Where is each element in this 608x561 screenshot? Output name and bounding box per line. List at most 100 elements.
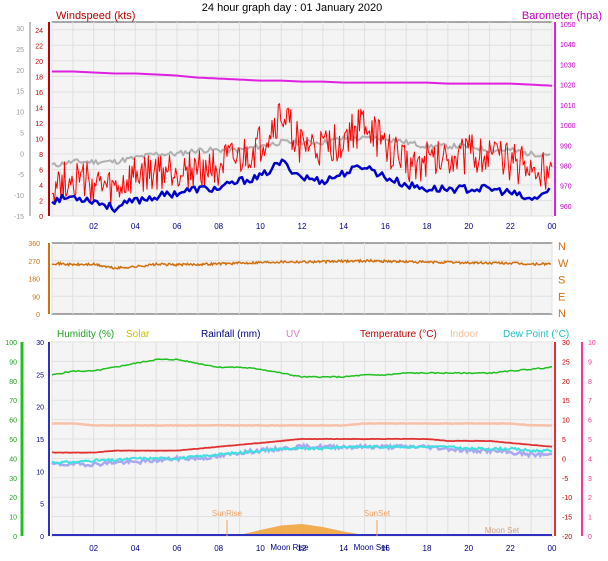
x-tick-label: 06 <box>173 222 182 231</box>
x-tick-label: 16 <box>381 544 390 553</box>
x-tick-label: 20 <box>464 222 473 231</box>
outer-tick-label: -15 <box>14 214 24 221</box>
compass-label: N <box>558 241 566 253</box>
panel-wind-ticks: 242220181614121086420302520151050-5-10-1… <box>14 22 576 221</box>
uv-tick-label: 7 <box>588 398 592 405</box>
uv-tick-label: 5 <box>588 437 592 444</box>
x-tick-label: 16 <box>381 222 390 231</box>
windspeed-tick-label: 22 <box>35 43 43 50</box>
annotation-label: Moon Set <box>485 526 520 535</box>
barometer-tick-label: 1010 <box>560 103 576 110</box>
outer-tick-label: 10 <box>16 110 24 117</box>
barometer-tick-label: 1030 <box>560 62 576 69</box>
x-tick-label: 04 <box>131 544 140 553</box>
x-tick-label: 12 <box>298 222 307 231</box>
windspeed-tick-label: 24 <box>35 28 43 35</box>
temperature-tick-label: -20 <box>562 534 572 541</box>
legend-label: UV <box>286 329 300 340</box>
barometer-tick-label: 1040 <box>560 42 576 49</box>
x-tick-label: 04 <box>131 222 140 231</box>
x-tick-label: 18 <box>423 544 432 553</box>
panel-weather-series <box>51 358 553 536</box>
temperature-tick-label: 30 <box>562 340 570 347</box>
outer-tick-label: -10 <box>14 193 24 200</box>
temperature-tick-label: 0 <box>562 456 566 463</box>
x-tick-label: 02 <box>89 222 98 231</box>
humidity-tick-label: 10 <box>9 515 17 522</box>
windspeed-tick-label: 12 <box>35 121 43 128</box>
outer-tick-label: 30 <box>16 26 24 33</box>
legend-label: Indoor <box>450 329 479 340</box>
uv-tick-label: 4 <box>588 456 592 463</box>
x-tick-label: 00 <box>548 222 557 231</box>
humidity-tick-label: 30 <box>9 476 17 483</box>
windspeed-tick-label: 4 <box>39 183 43 190</box>
uv-tick-label: 1 <box>588 515 592 522</box>
windspeed-tick-label: 18 <box>35 74 43 81</box>
panel-wind-barometer: Windspeed (kts) Barometer (hpa) 24222018… <box>14 10 602 231</box>
series-line-wind_max <box>51 135 551 168</box>
x-tick-label: 06 <box>173 544 182 553</box>
legend-label: Rainfall (mm) <box>201 329 260 340</box>
outer-tick-label: 25 <box>16 47 24 54</box>
panel-wind-grid <box>51 22 553 217</box>
humidity-tick-label: 20 <box>9 495 17 502</box>
panel-wind-series <box>51 70 553 213</box>
barometer-tick-label: 1050 <box>560 22 576 29</box>
series-area-solar <box>52 524 552 536</box>
direction-tick-label: 90 <box>32 294 40 301</box>
series-line-wind_gust <box>51 103 553 207</box>
uv-tick-label: 3 <box>588 476 592 483</box>
temperature-tick-label: 20 <box>562 379 570 386</box>
rain-tick-label: 5 <box>40 502 44 509</box>
panel-weather-ticks: 1009080706050403020100302520151050302520… <box>5 340 596 541</box>
x-tick-label: 20 <box>464 544 473 553</box>
x-tick-label: 08 <box>214 222 223 231</box>
uv-tick-label: 8 <box>588 379 592 386</box>
uv-tick-label: 10 <box>588 340 596 347</box>
annotation-label: SunSet <box>364 509 391 518</box>
legend-label: Temperature (°C) <box>360 329 437 340</box>
barometer-axis-label: Barometer (hpa) <box>522 10 602 22</box>
panel-wind-x-ticks: 02 04 06 08 10 12 14 16 18 20 22 00 <box>89 222 557 231</box>
compass-label: E <box>558 291 565 303</box>
direction-tick-label: 180 <box>28 277 40 284</box>
legend-label: Solar <box>126 329 150 340</box>
series-line-indoor <box>51 422 553 427</box>
annotation-label: SunRise <box>212 509 243 518</box>
x-tick-label: 12 <box>298 544 307 553</box>
x-tick-label: 08 <box>214 544 223 553</box>
compass-label: S <box>558 275 565 287</box>
outer-tick-label: 0 <box>20 151 24 158</box>
windspeed-tick-label: 10 <box>35 136 43 143</box>
windspeed-tick-label: 14 <box>35 105 43 112</box>
temperature-tick-label: 25 <box>562 359 570 366</box>
panel-weather: Humidity (%) Solar Rainfall (mm) UV Temperat… <box>5 329 596 553</box>
humidity-tick-label: 0 <box>13 534 17 541</box>
temperature-tick-label: -15 <box>562 515 572 522</box>
rain-tick-label: 20 <box>36 405 44 412</box>
uv-tick-label: 6 <box>588 418 592 425</box>
direction-tick-label: 270 <box>28 259 40 266</box>
humidity-tick-label: 50 <box>9 437 17 444</box>
panel-direction-series <box>52 258 552 270</box>
humidity-tick-label: 40 <box>9 456 17 463</box>
x-tick-label: 22 <box>506 222 515 231</box>
barometer-tick-label: 990 <box>560 143 572 150</box>
rain-tick-label: 30 <box>36 340 44 347</box>
series-line-direction <box>52 258 552 270</box>
x-tick-label: 02 <box>89 544 98 553</box>
annotation-label: Moon Rise <box>270 543 309 552</box>
chart-title: 24 hour graph day : 01 January 2020 <box>202 2 382 14</box>
rain-tick-label: 0 <box>40 534 44 541</box>
series-line-wind_avg <box>51 158 551 213</box>
windspeed-tick-label: 2 <box>39 198 43 205</box>
x-tick-label: 22 <box>506 544 515 553</box>
series-line-humidity <box>51 358 553 379</box>
humidity-tick-label: 90 <box>9 359 17 366</box>
uv-tick-label: 0 <box>588 534 592 541</box>
temperature-tick-label: -10 <box>562 495 572 502</box>
humidity-tick-label: 60 <box>9 418 17 425</box>
panel-weather-x-ticks: 02 04 06 08 10 12 14 16 18 20 22 00 <box>89 544 557 553</box>
temperature-tick-label: 5 <box>562 437 566 444</box>
